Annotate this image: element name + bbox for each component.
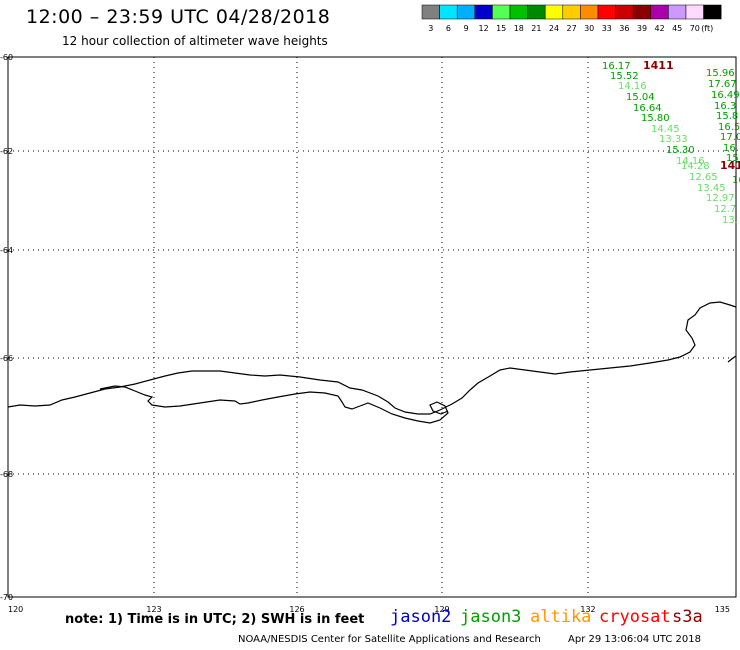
coastline-main bbox=[7, 301, 737, 415]
legend-label: 3 bbox=[428, 24, 433, 33]
wave-height-label: 16.3 bbox=[714, 101, 736, 112]
wave-height-label: 16.5 bbox=[718, 122, 740, 133]
latitude-label: -68 bbox=[0, 470, 13, 479]
longitude-label: 123 bbox=[146, 605, 161, 614]
legend-label: 24 bbox=[549, 24, 559, 33]
legend-label: 70 bbox=[690, 24, 700, 33]
map-subtitle: 12 hour collection of altimeter wave hei… bbox=[62, 34, 328, 48]
latitude-labels: -60 -62 -64 -66 -68 -70 bbox=[0, 53, 13, 602]
satellite-cryosat: cryosat bbox=[599, 607, 671, 627]
wave-height-label: 16.49 bbox=[711, 90, 740, 101]
wave-height-label: 15.52 bbox=[610, 71, 639, 82]
longitude-label: 126 bbox=[289, 605, 304, 614]
longitude-label: 129 bbox=[434, 605, 449, 614]
wave-height-label: 16.17 bbox=[602, 61, 631, 72]
wave-height-label: 12.97 bbox=[706, 193, 735, 204]
wave-height-label: 16 bbox=[732, 175, 740, 186]
color-legend: 3 6 9 12 15 18 21 24 27 30 33 36 39 42 45 70 (ft) bbox=[421, 4, 722, 33]
wave-height-label: 13.45 bbox=[697, 183, 726, 194]
satellite-altika: altika bbox=[530, 607, 592, 627]
longitude-label: 132 bbox=[580, 605, 595, 614]
wave-height-label: 17.67 bbox=[708, 79, 737, 90]
wave-height-label: 13. bbox=[722, 215, 738, 226]
coastline bbox=[7, 301, 737, 424]
latitude-label: -66 bbox=[0, 354, 13, 363]
wave-height-label: 14.16 bbox=[676, 156, 705, 167]
wave-height-label: 14.28 bbox=[681, 161, 710, 172]
satellite-jason3: jason3 bbox=[460, 607, 522, 627]
wave-height-label: 16.64 bbox=[633, 103, 662, 114]
wave-height-label: 17.0 bbox=[720, 132, 740, 143]
map-title: 12:00 – 23:59 UTC 04/28/2018 bbox=[26, 6, 331, 28]
wave-height-label: 14.16 bbox=[618, 81, 647, 92]
wave-height-label: 12.65 bbox=[689, 172, 718, 183]
legend-label: 33 bbox=[602, 24, 612, 33]
legend-unit: (ft) bbox=[701, 24, 713, 33]
wave-height-label: 15.04 bbox=[626, 92, 655, 103]
legend-label: 30 bbox=[584, 24, 594, 33]
legend-label: 12 bbox=[479, 24, 489, 33]
footer-note: note: 1) Time is in UTC; 2) SWH is in fe… bbox=[65, 612, 365, 627]
legend-label: 39 bbox=[637, 24, 647, 33]
coastline-east-notch bbox=[727, 355, 737, 363]
legend-label: 42 bbox=[655, 24, 665, 33]
legend-swatch bbox=[703, 4, 722, 20]
satellite-s3a: s3a bbox=[672, 607, 703, 627]
wave-height-label: 16. bbox=[723, 143, 739, 154]
wave-height-label: 1411 bbox=[643, 59, 674, 72]
latitude-label: -70 bbox=[0, 593, 13, 602]
longitude-label: 120 bbox=[8, 605, 23, 614]
longitude-label: 135 bbox=[715, 605, 730, 614]
wave-height-label: 13.33 bbox=[659, 134, 688, 145]
wave-height-observations: 16.17 141115.5214.1615.0416.6415.8014.451… bbox=[602, 59, 740, 226]
legend-label: 27 bbox=[567, 24, 577, 33]
legend-label: 21 bbox=[531, 24, 541, 33]
legend-label: 45 bbox=[672, 24, 682, 33]
wave-height-label: 15.96 bbox=[706, 68, 735, 79]
wave-height-label: 12.7 bbox=[714, 204, 736, 215]
wave-height-label: 15.8 bbox=[716, 111, 738, 122]
footer-timestamp: Apr 29 13:06:04 UTC 2018 bbox=[568, 634, 701, 645]
wave-height-label: 15.30 bbox=[666, 145, 695, 156]
footer-credit: NOAA/NESDIS Center for Satellite Applica… bbox=[238, 634, 541, 645]
legend-label: 18 bbox=[514, 24, 524, 33]
longitude-labels: 120 123 126 129 132 135 bbox=[8, 605, 730, 614]
latitude-label: -60 bbox=[0, 53, 13, 62]
graticule bbox=[8, 57, 736, 597]
wave-height-label: 15 bbox=[726, 153, 739, 164]
legend-label: 9 bbox=[463, 24, 468, 33]
legend-label: 15 bbox=[496, 24, 506, 33]
wave-height-label: 14.45 bbox=[651, 124, 680, 135]
legend-label: 36 bbox=[619, 24, 629, 33]
satellite-jason2: jason2 bbox=[390, 607, 452, 627]
wave-height-label: 141 bbox=[720, 159, 740, 172]
legend-label: 6 bbox=[446, 24, 451, 33]
latitude-label: -64 bbox=[0, 246, 13, 255]
latitude-label: -62 bbox=[0, 147, 13, 156]
map-frame bbox=[7, 56, 737, 598]
coastline-shelf bbox=[99, 385, 449, 424]
wave-height-label: 15.80 bbox=[641, 113, 670, 124]
